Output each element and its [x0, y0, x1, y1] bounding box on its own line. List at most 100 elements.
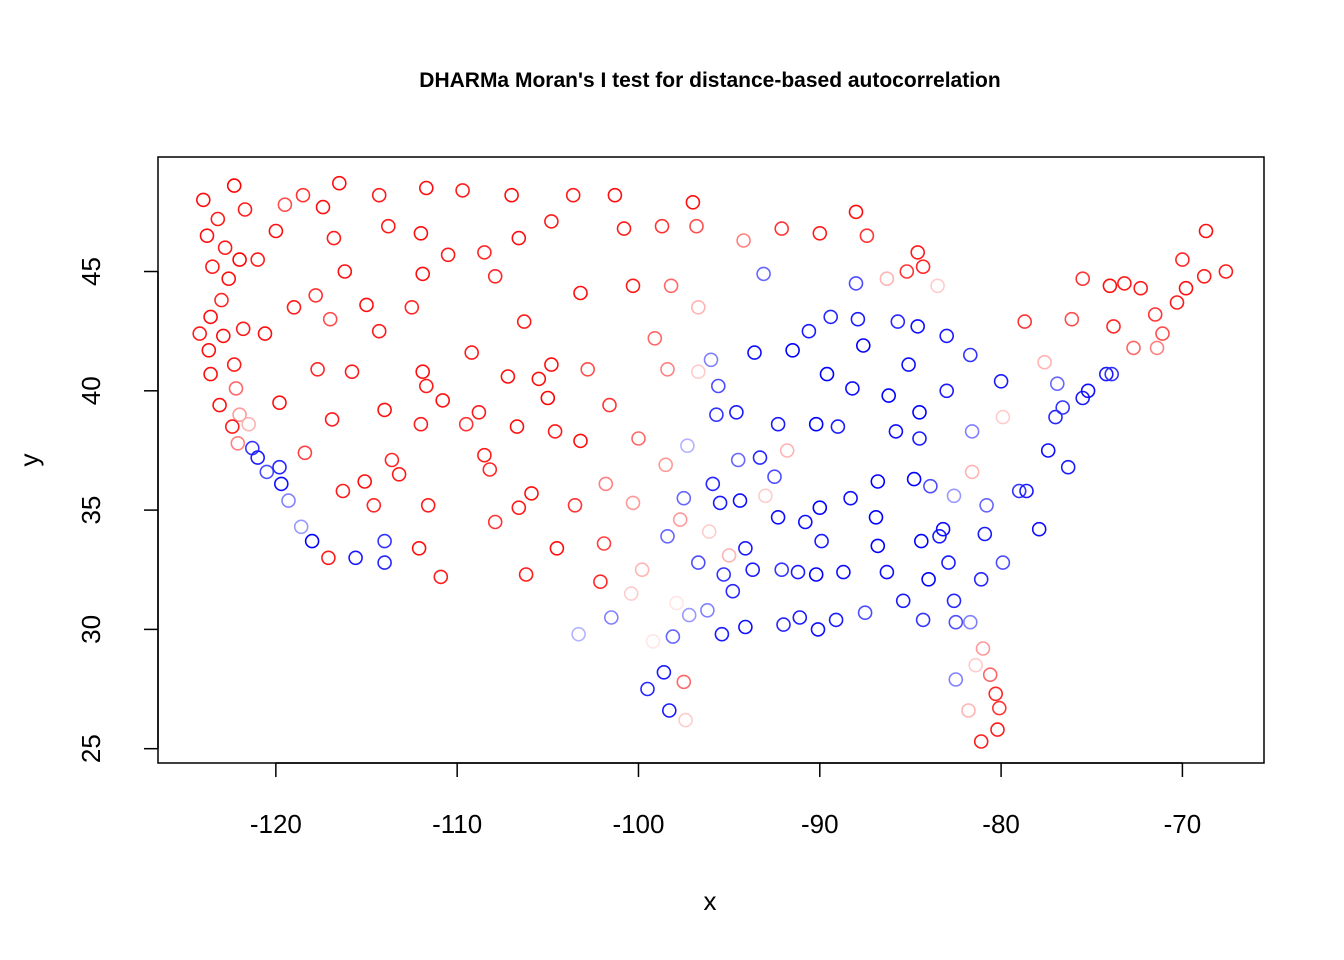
data-point [843, 490, 858, 506]
data-point [547, 424, 563, 439]
data-point [647, 330, 663, 346]
data-point [415, 364, 431, 380]
data-point [415, 266, 431, 282]
data-point [845, 381, 860, 396]
data-point [418, 378, 434, 394]
data-point [616, 221, 632, 236]
data-point [645, 633, 661, 649]
data-point [705, 476, 721, 492]
data-point [676, 490, 692, 506]
data-point [801, 323, 817, 339]
data-point [790, 564, 806, 580]
data-point [895, 593, 911, 609]
data-point [324, 412, 340, 427]
data-point [567, 497, 583, 513]
data-point [899, 264, 915, 279]
data-point [257, 326, 273, 341]
data-point [199, 228, 215, 243]
data-point [921, 571, 936, 587]
data-point [814, 533, 829, 549]
data-point [192, 326, 207, 341]
data-point [939, 383, 955, 399]
data-point [1050, 376, 1065, 392]
data-point [310, 361, 325, 377]
data-point [995, 555, 1011, 570]
y-tick-label: 40 [76, 376, 106, 405]
x-tick-label: -90 [801, 809, 839, 839]
data-point [685, 195, 701, 210]
data-point [471, 404, 487, 420]
data-point [968, 657, 984, 673]
data-point [404, 299, 420, 315]
data-point [293, 519, 309, 535]
data-point [935, 521, 951, 537]
data-point [1104, 366, 1119, 382]
data-point [308, 288, 324, 303]
data-point [203, 309, 218, 325]
data-point [939, 328, 955, 344]
data-point [1106, 319, 1121, 334]
data-point [710, 378, 726, 394]
data-point [912, 404, 927, 420]
data-point [634, 562, 650, 578]
y-axis-label: y [14, 454, 44, 467]
data-point [1133, 280, 1148, 296]
data-point [477, 245, 492, 260]
data-point [1031, 521, 1047, 537]
data-point [511, 500, 527, 516]
data-point [250, 252, 266, 267]
data-point [411, 540, 427, 556]
data-point [335, 483, 351, 499]
data-point [776, 617, 791, 632]
data-point [977, 526, 993, 542]
data-point [941, 555, 956, 570]
data-point [524, 486, 539, 501]
data-point [315, 199, 331, 215]
data-point [593, 574, 608, 590]
data-point [689, 218, 704, 234]
data-point [836, 564, 851, 580]
data-point [418, 180, 434, 196]
data-point [607, 187, 623, 203]
data-point [703, 352, 719, 368]
data-point [573, 285, 588, 301]
data-point [1048, 409, 1063, 425]
data-point [946, 488, 962, 504]
data-point [792, 610, 808, 625]
data-point [214, 292, 229, 308]
data-point [420, 497, 436, 513]
data-point [573, 433, 588, 449]
data-point [210, 211, 226, 227]
data-point [690, 555, 706, 570]
data-point [712, 495, 728, 511]
data-point [371, 323, 387, 339]
data-point [1149, 340, 1165, 356]
data-point [225, 419, 240, 434]
data-point [725, 583, 741, 599]
data-point [391, 466, 407, 482]
data-point [377, 533, 392, 549]
data-point [1178, 280, 1194, 296]
data-point [413, 416, 429, 432]
data-point [973, 571, 989, 587]
data-point [1019, 483, 1034, 499]
data-point [700, 602, 715, 618]
data-point [690, 299, 706, 315]
data-point [286, 299, 302, 315]
data-point [377, 402, 392, 418]
data-point [359, 297, 374, 313]
data-point [868, 509, 884, 525]
data-point [580, 361, 596, 377]
data-point [602, 397, 617, 413]
data-point [879, 564, 895, 580]
data-point [906, 471, 922, 487]
data-point [544, 357, 559, 372]
data-point [217, 240, 233, 255]
data-point [603, 610, 619, 625]
data-point [729, 404, 744, 420]
data-point [770, 416, 786, 432]
data-point [598, 476, 614, 492]
data-point [910, 245, 926, 260]
data-point [663, 278, 679, 294]
